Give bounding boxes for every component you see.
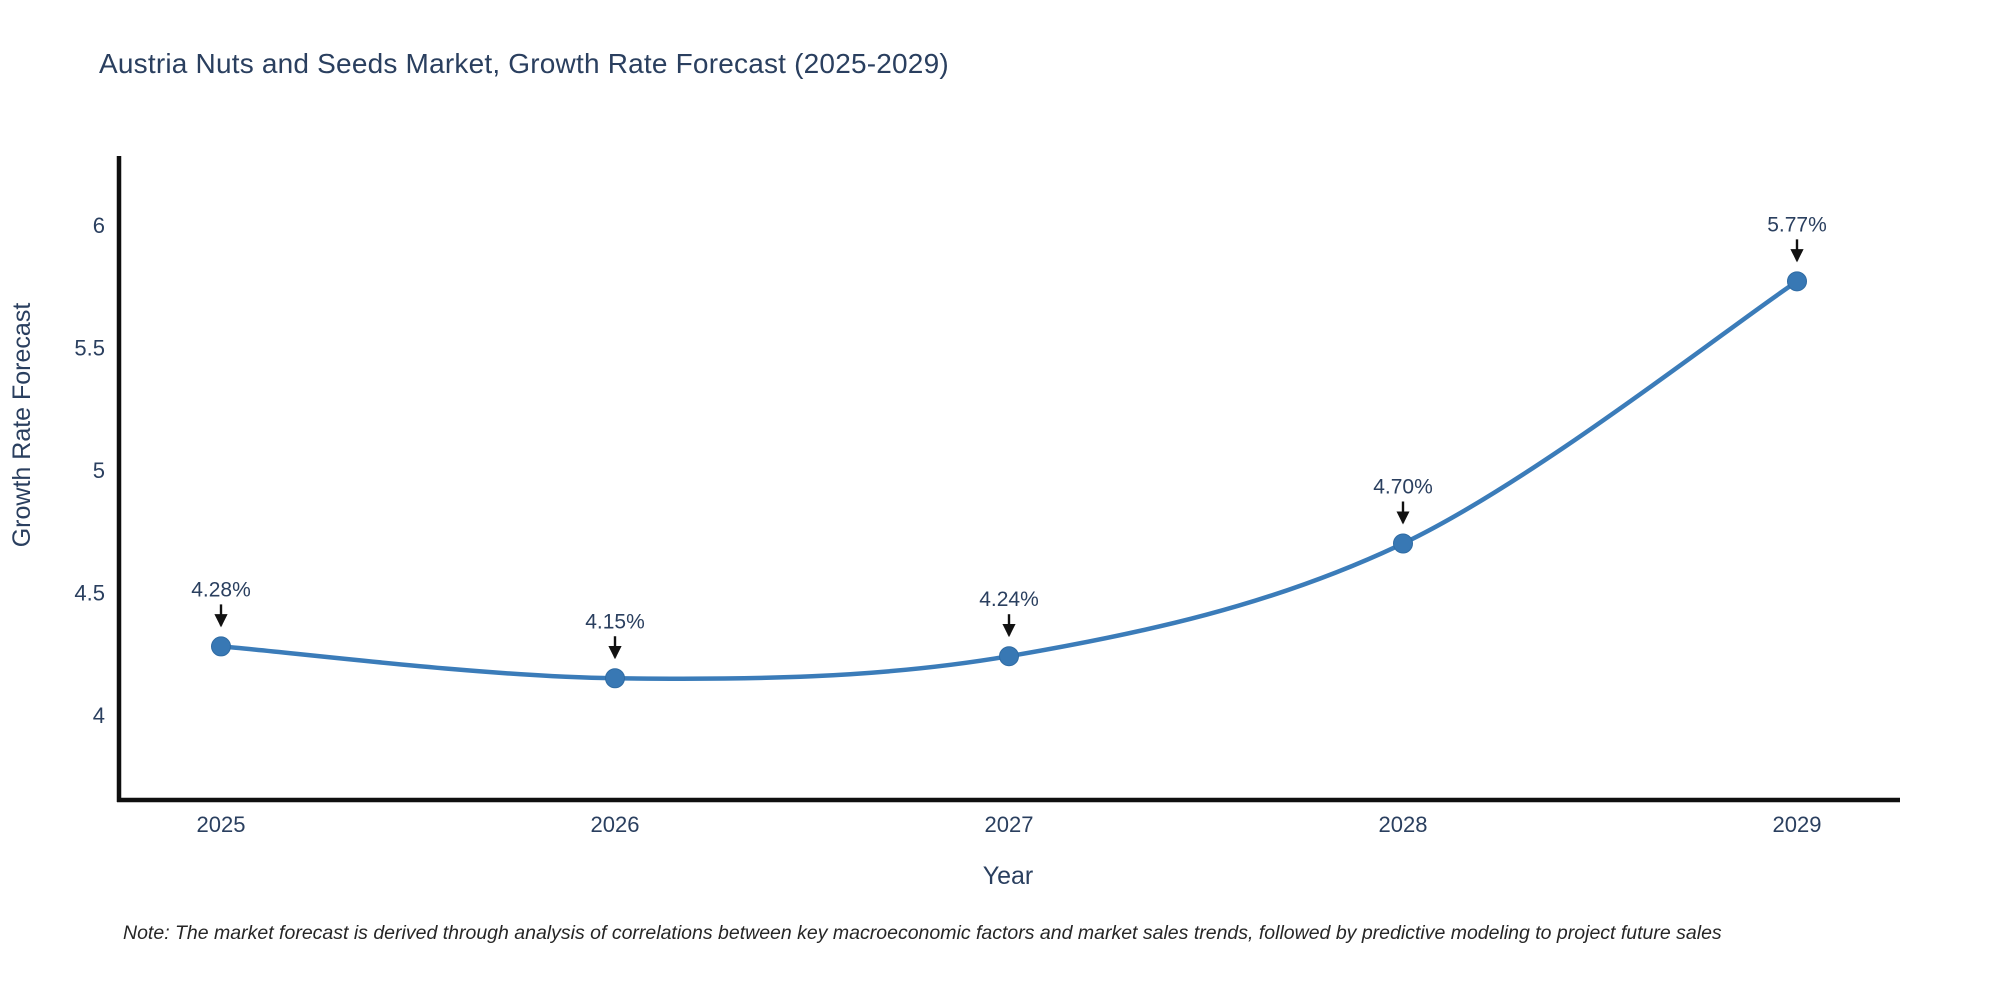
data-point-marker bbox=[211, 636, 231, 657]
annotation-label: 5.77% bbox=[1767, 213, 1827, 236]
annotation-label: 4.70% bbox=[1373, 476, 1433, 499]
annotation-label: 4.28% bbox=[191, 578, 251, 601]
data-point-marker bbox=[605, 668, 625, 689]
chart-title: Austria Nuts and Seeds Market, Growth Ra… bbox=[99, 48, 949, 79]
x-tick-label: 2025 bbox=[197, 812, 246, 837]
x-tick-label: 2028 bbox=[1379, 812, 1428, 837]
y-tick-label: 4.5 bbox=[74, 581, 105, 606]
y-tick-label: 6 bbox=[93, 213, 105, 238]
annotation-label: 4.15% bbox=[585, 610, 645, 633]
x-axis-title: Year bbox=[983, 862, 1034, 890]
y-tick-label: 5 bbox=[93, 458, 105, 483]
x-tick-label: 2027 bbox=[985, 812, 1034, 837]
data-point-marker bbox=[999, 646, 1019, 667]
footnote: Note: The market forecast is derived thr… bbox=[123, 922, 1722, 944]
x-tick-label: 2029 bbox=[1773, 812, 1822, 837]
y-tick-label: 4 bbox=[93, 703, 105, 728]
annotation-label: 4.24% bbox=[979, 588, 1039, 611]
data-point-marker bbox=[1787, 271, 1807, 292]
y-axis-title: Growth Rate Forecast bbox=[8, 303, 36, 548]
y-tick-label: 5.5 bbox=[74, 336, 105, 361]
data-point-marker bbox=[1393, 533, 1413, 554]
x-tick-label: 2026 bbox=[591, 812, 640, 837]
